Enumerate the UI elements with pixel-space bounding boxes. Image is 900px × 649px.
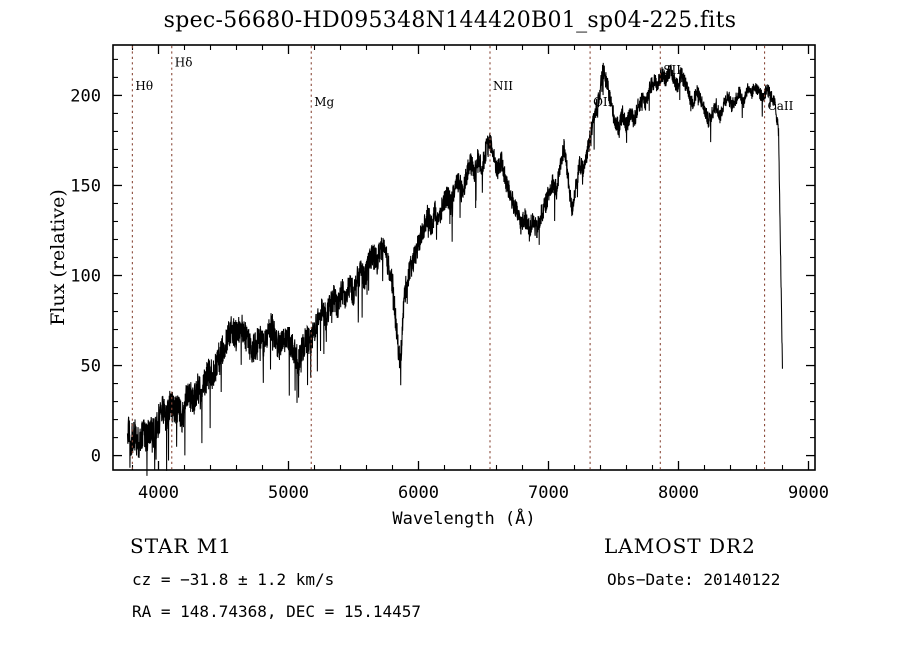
y-tick-label: 0 (91, 447, 101, 467)
y-axis-title: Flux (relative) (47, 189, 69, 326)
page-title: spec-56680-HD095348N144420B01_sp04-225.f… (163, 8, 737, 33)
x-tick-label: 8000 (658, 483, 699, 503)
x-tick-label: 5000 (268, 483, 309, 503)
spectral-line-label: SII (663, 63, 681, 77)
spectral-line-label: Hθ (135, 79, 153, 93)
footer-survey: LAMOST DR2 (604, 534, 756, 558)
footer-obs-date: Obs−Date: 20140122 (607, 570, 781, 589)
plot-frame (112, 44, 816, 471)
spectral-line-label: Hδ (175, 56, 193, 70)
y-tick-label: 100 (70, 267, 101, 287)
y-tick-label: 50 (81, 357, 101, 377)
footer-object-class: STAR M1 (130, 534, 233, 558)
x-tick-label: 4000 (138, 483, 179, 503)
spectral-line-label: Mg (314, 95, 334, 109)
spectral-line-label: OII (593, 95, 613, 109)
spectral-line-label: CaII (768, 99, 794, 113)
footer-cz: cz = −31.8 ± 1.2 km/s (132, 570, 335, 589)
spectrum-trace (126, 62, 783, 476)
spectral-line-label: NII (493, 79, 513, 93)
x-tick-label: 9000 (788, 483, 829, 503)
x-tick-label: 7000 (528, 483, 569, 503)
footer-coords: RA = 148.74368, DEC = 15.14457 (132, 602, 421, 621)
x-axis-title: Wavelength (Å) (392, 507, 535, 529)
y-tick-label: 150 (70, 176, 101, 196)
y-tick-label: 200 (70, 86, 101, 106)
x-tick-label: 6000 (398, 483, 439, 503)
